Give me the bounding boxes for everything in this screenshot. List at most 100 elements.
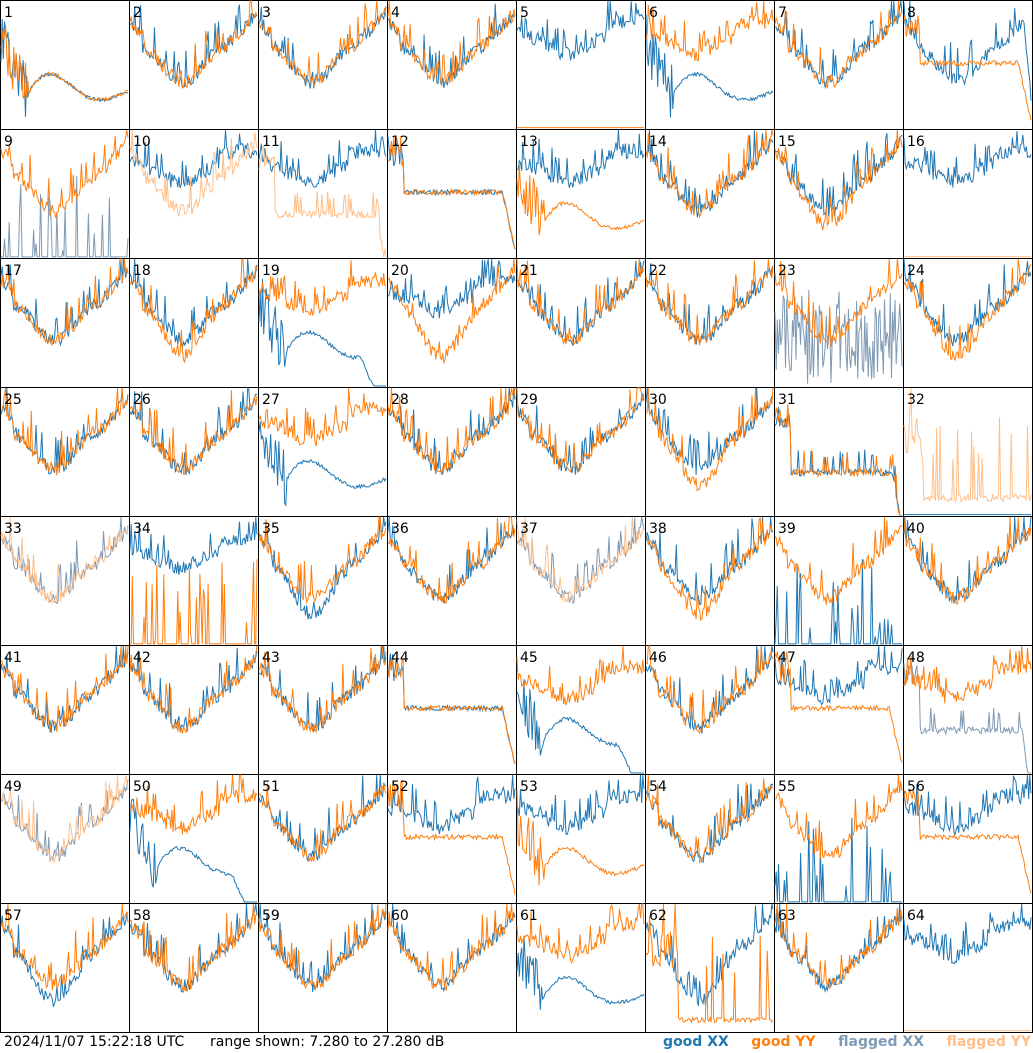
series-yy-good: [774, 404, 902, 516]
panel-frame: [774, 903, 904, 1033]
panel-60: 60: [387, 903, 517, 1033]
panel-number: 54: [649, 779, 667, 795]
panel-2: 2: [129, 0, 259, 130]
series-yy-good: [774, 0, 902, 89]
panel-54: 54: [645, 774, 775, 904]
panel-number: 35: [262, 521, 280, 537]
series-xx-good: [258, 903, 387, 992]
series-xx-good: [516, 679, 644, 774]
series-yy-flagged: [129, 129, 258, 218]
series-yy-flagged: [516, 516, 645, 604]
series-xx-good: [516, 129, 645, 188]
panel-number: 28: [391, 392, 409, 408]
panel-28: 28: [387, 387, 517, 517]
panel-number: 29: [520, 392, 538, 408]
panel-41: 41: [0, 645, 130, 775]
panel-33: 33: [0, 516, 130, 646]
panel-number: 52: [391, 779, 409, 795]
panel-9: 9: [0, 129, 130, 259]
series-xx-good: [129, 129, 258, 189]
panel-37: 37: [516, 516, 646, 646]
panel-frame: [387, 516, 517, 646]
series-yy-good: [258, 516, 387, 605]
panel-7: 7: [774, 0, 904, 130]
panel-frame: [258, 0, 388, 130]
panel-number: 16: [907, 134, 925, 150]
series-yy-good: [387, 657, 516, 765]
panel-49: 49: [0, 774, 130, 904]
panel-56: 56: [903, 774, 1033, 904]
series-xx-good: [774, 817, 902, 903]
panel-1: 1: [0, 0, 130, 130]
panel-number: 42: [133, 650, 151, 666]
panel-number: 23: [778, 263, 796, 279]
panel-frame: [516, 903, 646, 1033]
series-xx-good: [258, 645, 387, 733]
panel-20: 20: [387, 258, 517, 388]
series-xx-good: [645, 387, 774, 475]
panel-number: 19: [262, 263, 280, 279]
panel-8: 8: [903, 0, 1033, 130]
series-yy-good: [903, 258, 1032, 362]
panel-44: 44: [387, 645, 517, 775]
panel-number: 7: [778, 5, 787, 21]
panel-number: 39: [778, 521, 796, 537]
series-xx-good: [775, 0, 903, 89]
series-xx-good: [258, 278, 386, 387]
panel-number: 20: [391, 263, 409, 279]
series-yy-good: [774, 129, 903, 231]
panel-32: 32: [903, 387, 1033, 517]
panel-number: 44: [391, 650, 409, 666]
legend: good XX good YY flagged XX flagged YY: [645, 1034, 1031, 1050]
panel-13: 13: [516, 129, 646, 259]
panel-frame: [645, 645, 775, 775]
series-xx-good: [0, 258, 129, 347]
panel-number: 26: [133, 392, 151, 408]
series-yy-good: [129, 645, 258, 734]
panel-number: 25: [4, 392, 22, 408]
series-xx-good: [645, 14, 774, 118]
series-yy-good: [516, 387, 645, 474]
panel-number: 53: [520, 779, 538, 795]
series-yy-good: [258, 260, 387, 316]
panel-35: 35: [258, 516, 388, 646]
panel-number: 9: [4, 134, 13, 150]
panel-47: 47: [774, 645, 904, 775]
series-yy-good: [129, 390, 258, 476]
panel-number: 36: [391, 521, 409, 537]
panel-number: 37: [520, 521, 538, 537]
panel-51: 51: [258, 774, 388, 904]
panel-frame: [129, 774, 259, 904]
series-yy-good: [387, 0, 516, 86]
panel-50: 50: [129, 774, 259, 904]
series-xx-good: [903, 774, 1032, 836]
series-yy-good: [129, 257, 258, 364]
panel-23: 23: [774, 258, 904, 388]
panel-frame: [645, 129, 775, 259]
panel-number: 3: [262, 5, 271, 21]
series-yy-good: [130, 559, 258, 645]
series-yy-good: [258, 645, 387, 734]
panel-26: 26: [129, 386, 259, 517]
panel-27: 27: [258, 387, 388, 517]
panel-frame: [387, 387, 517, 517]
range-label: range shown: 7.280 to 27.280 dB: [210, 1034, 445, 1050]
panel-number: 57: [4, 908, 22, 924]
panel-number: 48: [907, 650, 925, 666]
panel-frame: [903, 903, 1033, 1033]
panel-61: 61: [516, 903, 646, 1033]
series-yy-good: [645, 903, 774, 1024]
series-yy-good: [387, 903, 516, 991]
series-xx-good: [129, 798, 257, 903]
panel-16: 16: [903, 129, 1033, 259]
panel-39: 39: [774, 516, 904, 646]
series-yy-good: [645, 0, 774, 62]
panel-number: 2: [133, 5, 142, 21]
panel-frame: [0, 903, 130, 1033]
panel-number: 46: [649, 650, 667, 666]
panel-62: 62: [645, 903, 775, 1033]
panel-38: 38: [645, 515, 775, 646]
series-yy-good: [774, 903, 903, 990]
series-yy-good: [903, 645, 1032, 704]
panel-10: 10: [129, 129, 259, 259]
